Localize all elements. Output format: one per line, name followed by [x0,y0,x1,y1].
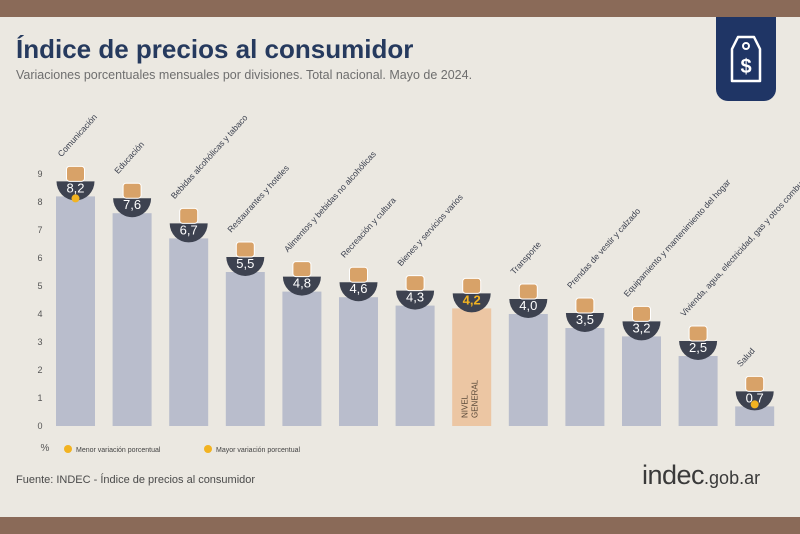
value-label: 3,2 [632,320,650,335]
value-label: 4,3 [406,290,424,305]
category-icon [405,275,425,292]
category-icon [632,305,651,322]
category-icon [122,182,142,199]
bar [735,406,775,426]
value-label: 6,7 [180,222,198,237]
legend-label: Menor variación porcentual [76,447,161,454]
category-icon [349,266,368,283]
value-badge [622,321,661,341]
top-frame-band [0,0,800,17]
category-icon [518,283,538,300]
value-badge [169,223,208,243]
bar [395,305,435,426]
category-label: Transporte [508,239,543,276]
value-badge [509,299,548,319]
bar [169,238,209,426]
max-marker [71,194,80,203]
value-badge [226,257,265,276]
bar-category-label: NIVEL [461,394,470,418]
value-badge [679,341,718,360]
category-icon [235,241,255,258]
y-tick-label: 1 [37,393,42,403]
legend-label: Mayor variación porcentual [216,447,300,454]
value-label: 2,5 [689,340,707,355]
value-badge [339,282,378,302]
value-label: 0,7 [746,390,764,405]
bottom-frame-band [0,517,800,534]
category-icon [745,375,765,392]
category-label: Vivienda, agua, electricidad, gas y otro… [678,161,800,318]
bar-category-label: GENERAL [471,379,480,418]
legend-marker [64,445,72,453]
value-badge [396,290,435,310]
bar [678,356,718,426]
legend-marker [204,445,212,453]
y-tick-label: 0 [37,421,42,431]
value-label: 4,0 [519,298,537,313]
y-tick-label: 8 [37,197,42,207]
value-label: 4,8 [293,276,311,291]
bar [225,272,265,426]
value-badge [113,198,152,218]
y-tick-label: 6 [37,253,42,263]
category-icon [575,297,595,314]
min-marker [750,400,759,409]
bar [565,328,605,426]
category-label: Prendas de vestir y calzado [565,206,642,290]
category-icon [66,165,85,182]
category-icon [179,207,199,224]
source-note: Fuente: INDEC - Índice de precios al con… [16,474,256,486]
value-label: 8,2 [66,180,84,195]
category-label: Salud [735,346,757,369]
bar [56,196,95,426]
chart-subtitle: Variaciones porcentuales mensuales por d… [16,68,473,82]
category-label: Educación [112,139,146,175]
value-label: 7,6 [123,197,141,212]
bar [282,291,322,426]
value-badge [56,181,95,201]
logo-main: indec [642,460,705,490]
chart-title: Índice de precios al consumidor [16,34,414,64]
y-axis-unit: % [41,443,50,454]
indec-logo: indec.gob.ar [642,460,760,491]
bar [112,213,152,426]
svg-text:$: $ [740,56,751,78]
value-badge [565,313,604,332]
value-label: 4,2 [463,292,481,307]
logo-domain: .gob.ar [704,468,761,488]
y-tick-label: 9 [37,169,42,179]
category-label: Restaurantes y hoteles [225,163,291,234]
category-label: Recreación y cultura [339,195,398,259]
y-tick-label: 5 [37,281,42,291]
value-badge [452,293,491,313]
category-icon [462,277,482,294]
value-label: 5,5 [236,256,254,271]
category-label: Bebidas alcohólicas y tabaco [169,112,250,200]
bar [508,314,548,426]
category-icon [688,325,708,342]
y-tick-label: 4 [37,309,42,319]
value-label: 3,5 [576,312,594,327]
price-tag-icon: $ [730,35,762,83]
category-icon [292,261,312,278]
price-tag-logo: $ [716,17,776,101]
bar [622,336,661,426]
category-label: Comunicación [56,112,100,159]
category-label: Bienes y servicios varios [395,192,465,268]
y-tick-label: 3 [37,337,42,347]
value-badge [282,276,321,296]
bar [339,297,378,426]
y-tick-label: 2 [37,365,42,375]
y-tick-label: 7 [37,225,42,235]
value-label: 4,6 [349,281,367,296]
bar [452,308,492,426]
